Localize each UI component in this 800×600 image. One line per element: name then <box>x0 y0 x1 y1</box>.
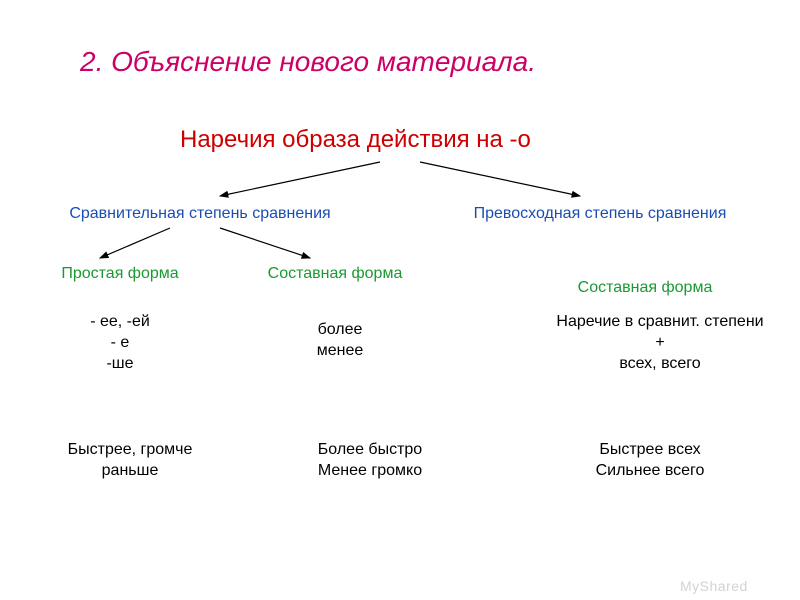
node-compound_form2: Составная форма <box>560 278 730 299</box>
arrow-layer <box>0 0 800 600</box>
node-superlative: Превосходная степень сравнения <box>440 204 760 225</box>
node-simple_form: Простая форма <box>40 264 200 285</box>
arrow-line <box>100 228 170 258</box>
slide-title: 2. Объяснение нового материала. <box>80 46 536 78</box>
node-comparative: Сравнительная степень сравнения <box>50 204 350 225</box>
node-compound_form1: Составная форма <box>250 264 420 285</box>
arrow-line <box>420 162 580 196</box>
arrow-line <box>220 162 380 196</box>
watermark-text: MyShared <box>680 578 748 594</box>
slide-subtitle: Наречия образа действия на -о <box>180 126 531 154</box>
arrow-line <box>220 228 310 258</box>
node-ex_simple: Быстрее, громче раньше <box>40 440 220 482</box>
node-ex_superlative: Быстрее всех Сильнее всего <box>560 440 740 482</box>
node-more_less: более менее <box>290 320 390 362</box>
node-ex_compound: Более быстро Менее громко <box>280 440 460 482</box>
node-superlative_rule: Наречие в сравнит. степени + всех, всего <box>520 312 800 374</box>
node-suffixes: - ее, -ей - е -ше <box>60 312 180 374</box>
